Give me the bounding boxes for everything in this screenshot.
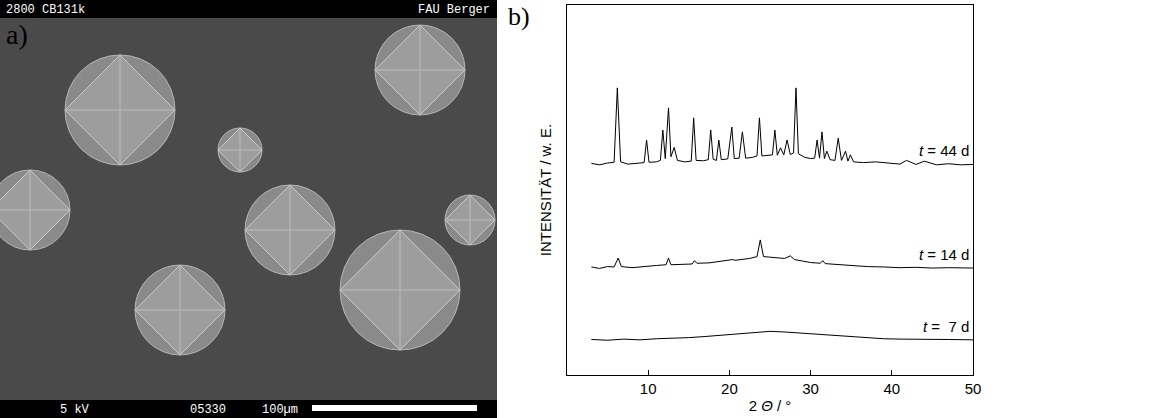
svg-text:2 Θ / °: 2 Θ / ° (749, 397, 792, 414)
svg-text:2800 CB131k: 2800 CB131k (6, 3, 85, 17)
svg-text:50: 50 (965, 380, 982, 397)
svg-text:a): a) (6, 19, 28, 50)
svg-text:t = 7 d: t = 7 d (923, 318, 969, 335)
svg-text:20: 20 (721, 380, 738, 397)
svg-text:100µm: 100µm (262, 403, 298, 417)
svg-text:FAU Berger: FAU Berger (418, 3, 490, 17)
svg-text:05330: 05330 (190, 403, 226, 417)
svg-text:40: 40 (883, 380, 900, 397)
html-text:b): b) (508, 2, 530, 31)
svg-text:t = 44 d: t = 44 d (919, 142, 969, 159)
svg-text:10: 10 (640, 380, 657, 397)
svg-text:30: 30 (802, 380, 819, 397)
svg-text:t = 14 d: t = 14 d (919, 246, 969, 263)
svg-text:INTENSITÄT / w. E.: INTENSITÄT / w. E. (537, 124, 554, 256)
svg-text:5 kV: 5 kV (60, 403, 90, 417)
